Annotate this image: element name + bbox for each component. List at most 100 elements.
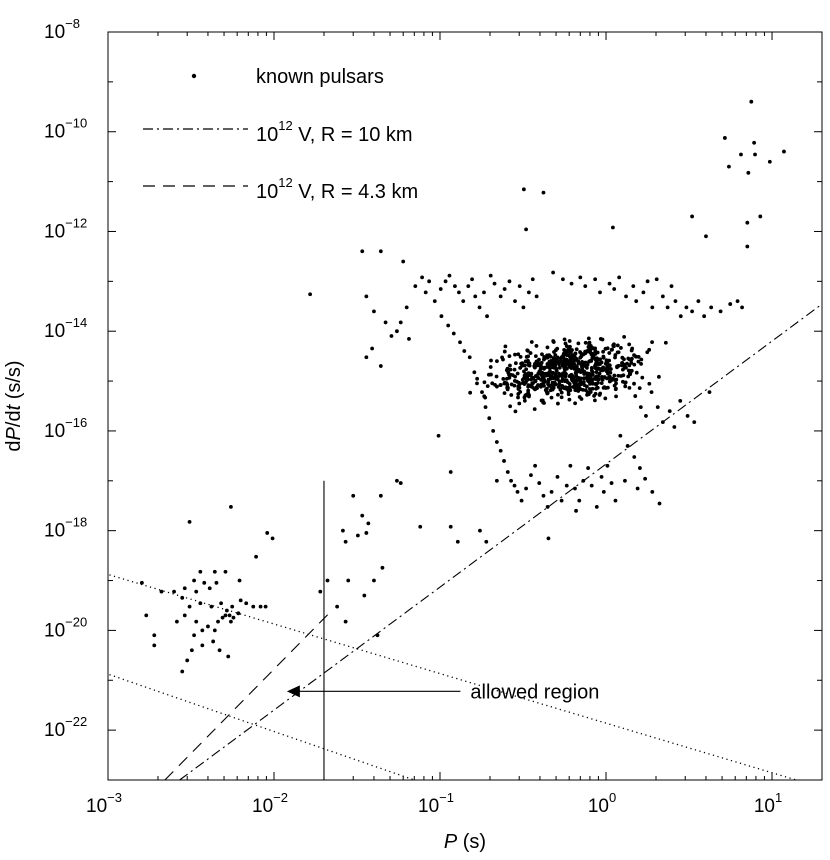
pulsar-point [562, 357, 567, 362]
pulsar-point [566, 389, 571, 394]
pulsar-point [667, 409, 672, 413]
pulsar-point [587, 359, 591, 364]
pulsar-point [214, 580, 219, 585]
pulsar-point [551, 270, 555, 275]
pulsar-point [562, 348, 567, 352]
pulsar-point [628, 368, 633, 373]
pulsar-point [578, 275, 583, 280]
pulsar-point [541, 493, 546, 498]
pulsar-point [189, 648, 194, 653]
pulsar-point [560, 385, 565, 390]
pulsar-point [556, 392, 560, 397]
allowed-region-annotation: allowed region [286, 681, 599, 703]
pulsar-point [343, 539, 348, 544]
pulsar-point [436, 433, 441, 438]
pulsar-point [229, 619, 233, 624]
pulsar-point [599, 368, 603, 373]
pulsar-point [501, 357, 505, 362]
y-tick-label: 10−12 [44, 215, 87, 242]
pulsar-point [478, 528, 482, 533]
pulsar-point [609, 367, 613, 371]
pulsar-point [529, 473, 533, 478]
pulsar-point [549, 395, 554, 400]
x-tick-label-base: 10 [754, 796, 775, 817]
pulsar-point [645, 279, 650, 284]
pulsar-point [483, 405, 488, 410]
pulsar-point [518, 390, 523, 394]
pulsar-point [383, 320, 388, 325]
pulsar-point [603, 346, 608, 351]
pulsar-point [519, 361, 524, 366]
y-tick-label: 10−16 [44, 415, 87, 442]
pulsar-point [690, 309, 694, 314]
pulsar-point [643, 476, 648, 481]
pulsar-point [533, 463, 538, 468]
pulsar-point [550, 383, 555, 388]
y-axis-label: dP/dt (s/s) [3, 360, 25, 451]
pulsar-point [551, 370, 556, 375]
pulsar-point [512, 383, 517, 388]
pulsar-point [563, 341, 568, 346]
pulsar-point [623, 381, 628, 385]
pulsar-point [378, 493, 383, 498]
pulsar-point [498, 294, 503, 299]
x-tick-label-exp: −2 [273, 790, 288, 805]
pulsar-point [752, 140, 757, 145]
pulsar-point [650, 305, 655, 310]
pulsar-point [665, 305, 670, 310]
pulsar-point [443, 279, 448, 284]
pulsar-point [549, 489, 554, 494]
pulsar-point [534, 344, 539, 348]
pulsar-point [502, 391, 507, 395]
pulsar-point [568, 463, 573, 468]
pulsar-point [477, 305, 482, 310]
pulsar-point [182, 613, 187, 618]
pulsar-point [649, 390, 654, 395]
pulsar-point [524, 227, 528, 232]
pulsar-point [782, 149, 786, 154]
pulsar-point [604, 376, 609, 381]
pulsar-point [583, 350, 588, 355]
pulsar-point [503, 344, 508, 349]
pulsar-point [522, 395, 527, 400]
pulsar-point [556, 401, 560, 406]
pulsar-point [226, 654, 231, 659]
x-tick-label-exp: −3 [107, 790, 122, 805]
pulsar-point [480, 390, 484, 395]
pulsar-point [513, 374, 517, 379]
pulsar-point [685, 414, 690, 418]
pulsar-point [335, 604, 340, 609]
pulsar-point [598, 337, 603, 341]
pulsar-point [567, 397, 572, 402]
pulsar-point [609, 378, 613, 383]
pulsar-point [484, 539, 489, 544]
pulsar-point [647, 381, 652, 386]
pulsar-point [554, 377, 559, 381]
pulsar-point [488, 365, 493, 369]
pulsar-point [198, 569, 203, 574]
line-dotted-lower [109, 673, 415, 781]
pulsar-point [543, 387, 548, 392]
pulsar-point [209, 604, 214, 609]
pulsar-point [614, 377, 619, 382]
pulsar-point [582, 376, 586, 381]
pulsar-point [564, 483, 569, 488]
pulsar-point [612, 287, 617, 291]
pulsar-point [230, 604, 235, 609]
pulsar-point [589, 483, 594, 488]
pulsar-point [485, 384, 490, 389]
pulsar-point [593, 391, 598, 396]
reference-lines [109, 303, 823, 781]
pulsar-point [519, 498, 524, 503]
pulsar-point [522, 363, 527, 368]
pulsar-point [612, 383, 617, 388]
pulsar-point [231, 615, 236, 620]
pulsar-point [739, 152, 743, 157]
pulsar-point [517, 401, 522, 406]
y-tick-label: 10−8 [44, 16, 80, 43]
pulsar-point [498, 383, 503, 387]
pulsar-point [238, 598, 243, 603]
legend-marker-dot [191, 73, 197, 79]
pulsar-point [485, 314, 489, 319]
